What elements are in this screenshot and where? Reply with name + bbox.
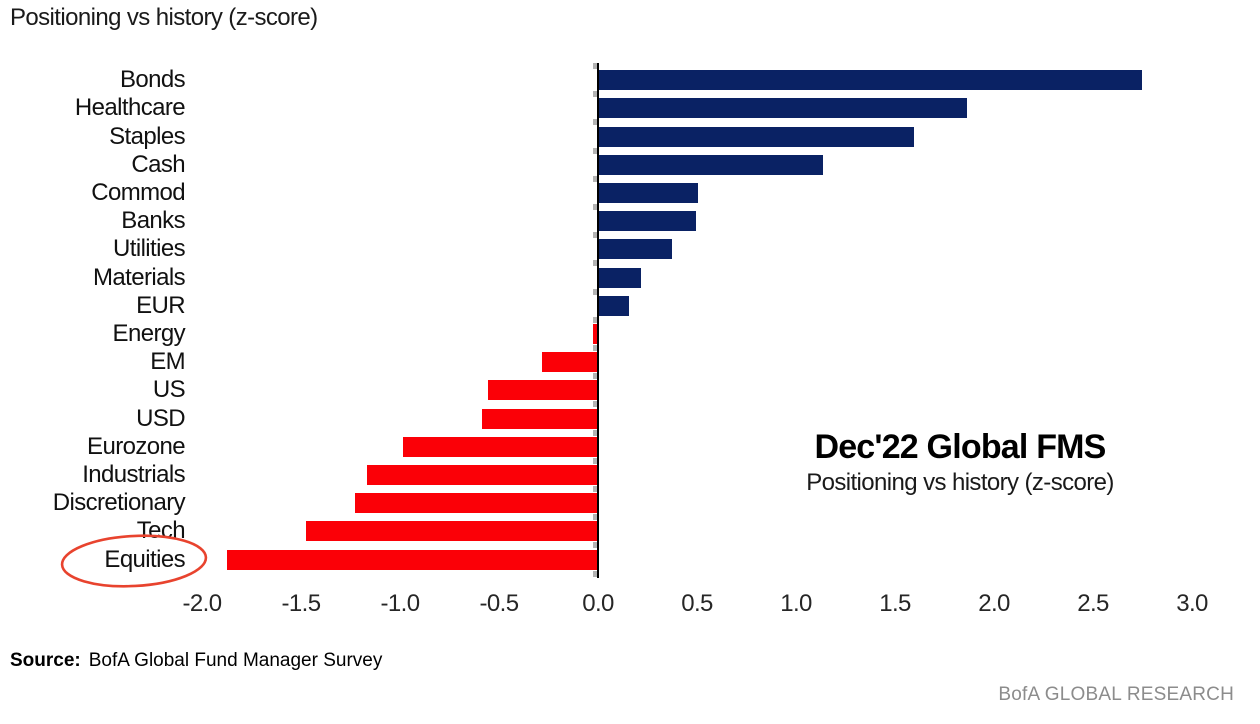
x-tick-label-0.5: 0.5 xyxy=(681,590,713,617)
category-tick-mark xyxy=(593,345,597,351)
category-tick-mark xyxy=(593,429,597,436)
category-tick-mark xyxy=(593,204,597,210)
category-tick-mark xyxy=(593,288,597,295)
category-label-eurozone: Eurozone xyxy=(87,432,186,460)
source-text: BofA Global Fund Manager Survey xyxy=(88,650,383,671)
category-label-us: US xyxy=(152,376,186,404)
x-tick-label-2.0: 2.0 xyxy=(978,590,1010,617)
category-label-discretionary: Discretionary xyxy=(52,489,186,517)
annotation-subtitle: Positioning vs history (z-score) xyxy=(806,469,1114,497)
category-label-healthcare: Healthcare xyxy=(74,94,186,122)
chart-annotation: Dec'22 Global FMS Positioning vs history… xyxy=(770,428,1150,498)
bar-industrials xyxy=(367,464,597,485)
category-tick-mark xyxy=(593,486,597,492)
bar-materials xyxy=(599,267,641,288)
x-tick-label-3.0: 3.0 xyxy=(1176,590,1208,617)
category-label-equities: Equities xyxy=(104,545,185,573)
category-tick-mark xyxy=(593,457,597,464)
bar-cash xyxy=(599,154,823,175)
bar-discretionary xyxy=(355,493,597,514)
source-line: Source: BofA Global Fund Manager Survey xyxy=(10,650,382,672)
bar-tech xyxy=(305,521,597,542)
bar-staples xyxy=(599,126,914,147)
bar-eur xyxy=(599,295,629,316)
zero-axis-line xyxy=(597,63,599,578)
bar-energy xyxy=(593,323,597,344)
bar-us xyxy=(488,380,597,401)
bar-commod xyxy=(599,182,698,203)
bar-em xyxy=(541,352,597,373)
x-tick-label--1.0: -1.0 xyxy=(380,590,421,617)
category-label-cash: Cash xyxy=(131,150,185,178)
chart-title: Positioning vs history (z-score) xyxy=(10,4,318,31)
equities-highlight-ellipse xyxy=(60,534,208,588)
category-tick-mark xyxy=(593,316,597,323)
category-label-energy: Energy xyxy=(112,319,186,347)
bar-bonds xyxy=(599,70,1142,91)
category-label-industrials: Industrials xyxy=(82,460,185,488)
category-tick-mark xyxy=(593,514,597,521)
bar-banks xyxy=(599,211,697,232)
category-label-staples: Staples xyxy=(109,122,185,150)
bar-healthcare xyxy=(599,98,968,119)
category-label-bonds: Bonds xyxy=(119,66,186,94)
category-label-em: EM xyxy=(150,348,185,376)
source-label: Source: xyxy=(10,650,81,671)
category-tick-mark xyxy=(593,91,597,98)
x-tick-label--1.5: -1.5 xyxy=(281,590,322,617)
bar-equities xyxy=(226,549,597,570)
category-tick-mark xyxy=(593,260,597,267)
x-tick-label-1.0: 1.0 xyxy=(780,590,812,617)
category-tick-mark xyxy=(593,232,597,239)
category-label-utilities: Utilities xyxy=(113,235,186,263)
annotation-title: Dec'22 Global FMS xyxy=(814,428,1106,466)
category-label-banks: Banks xyxy=(121,207,185,235)
x-tick-label--0.5: -0.5 xyxy=(479,590,520,617)
category-tick-mark xyxy=(593,401,597,408)
category-tick-mark xyxy=(593,147,597,154)
x-tick-label-1.5: 1.5 xyxy=(879,590,911,617)
category-tick-mark xyxy=(593,175,597,182)
category-tick-mark xyxy=(593,542,597,549)
brand-text: BofA GLOBAL RESEARCH xyxy=(998,684,1234,705)
category-tick-mark xyxy=(593,63,597,69)
bar-utilities xyxy=(599,239,673,260)
bar-eurozone xyxy=(402,436,597,457)
x-tick-label--2.0: -2.0 xyxy=(182,590,223,617)
category-tick-mark xyxy=(593,373,597,380)
category-label-commod: Commod xyxy=(91,178,185,206)
category-label-materials: Materials xyxy=(93,263,186,291)
category-tick-mark xyxy=(593,119,597,126)
category-tick-mark xyxy=(593,570,597,577)
bar-usd xyxy=(482,408,597,429)
x-tick-label-0.0: 0.0 xyxy=(582,590,614,617)
x-tick-label-2.5: 2.5 xyxy=(1077,590,1109,617)
category-label-usd: USD xyxy=(136,404,185,432)
category-label-eur: EUR xyxy=(136,291,185,319)
